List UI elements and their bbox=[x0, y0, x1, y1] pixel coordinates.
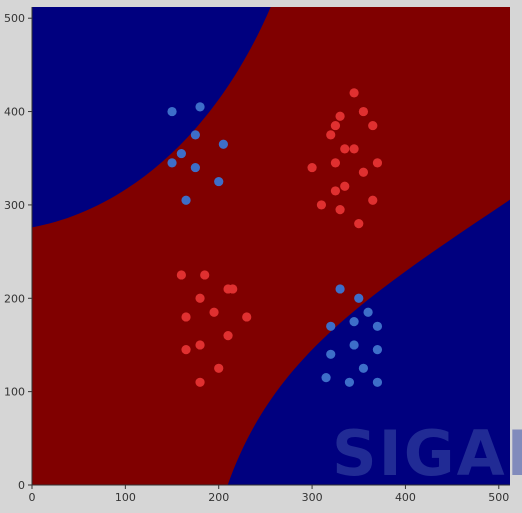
data-point-series2-13 bbox=[349, 317, 359, 327]
data-point-series1-6 bbox=[326, 130, 336, 140]
x-tick-label-200: 200 bbox=[208, 491, 229, 504]
x-tick-label-500: 500 bbox=[488, 491, 509, 504]
watermark-logo: SIGAI bbox=[332, 417, 522, 490]
data-point-series2-12 bbox=[363, 307, 373, 317]
plot-background bbox=[32, 7, 510, 485]
data-point-series2-2 bbox=[195, 102, 205, 112]
y-tick-label-500: 500 bbox=[4, 12, 25, 25]
middle-class-region bbox=[32, 7, 510, 485]
x-tick-label-400: 400 bbox=[395, 491, 416, 504]
data-point-series2-11 bbox=[354, 293, 364, 303]
data-point-series2-22 bbox=[372, 377, 383, 387]
data-point-series2-14 bbox=[326, 321, 336, 331]
data-point-series1-16 bbox=[368, 195, 378, 205]
data-point-series2-7 bbox=[190, 162, 200, 173]
data-point-series1-13 bbox=[340, 181, 350, 191]
y-tick-label-300: 300 bbox=[4, 199, 25, 212]
data-point-series1-12 bbox=[358, 167, 369, 177]
data-point-series1-28 bbox=[195, 340, 205, 350]
data-point-series1-4 bbox=[330, 120, 341, 131]
data-point-series1-7 bbox=[340, 144, 350, 154]
data-point-series1-15 bbox=[316, 200, 327, 210]
data-point-series1-3 bbox=[358, 106, 369, 117]
data-point-series2-9 bbox=[181, 195, 191, 205]
data-point-series2-20 bbox=[321, 373, 331, 383]
data-point-series1-25 bbox=[181, 312, 191, 322]
data-point-series2-3 bbox=[190, 130, 200, 140]
x-tick-label-100: 100 bbox=[115, 491, 136, 504]
data-point-series2-5 bbox=[176, 148, 186, 159]
data-point-series1-14 bbox=[330, 186, 341, 196]
data-point-series1-11 bbox=[372, 158, 383, 168]
data-point-series2-18 bbox=[326, 349, 336, 359]
x-tick-label-300: 300 bbox=[302, 491, 323, 504]
data-point-series1-19 bbox=[176, 270, 186, 280]
data-point-series1-26 bbox=[242, 312, 252, 322]
data-point-series1-9 bbox=[307, 162, 317, 173]
data-point-series2-6 bbox=[167, 158, 177, 168]
data-point-series1-2 bbox=[335, 111, 345, 121]
data-point-series1-29 bbox=[181, 345, 191, 355]
data-point-series2-17 bbox=[372, 345, 383, 355]
data-point-series2-8 bbox=[214, 176, 224, 187]
data-point-series1-30 bbox=[214, 363, 224, 373]
data-point-series1-31 bbox=[195, 377, 205, 387]
data-point-series1-23 bbox=[195, 293, 205, 303]
y-tick-label-400: 400 bbox=[4, 106, 25, 119]
data-point-series1-18 bbox=[354, 218, 364, 229]
data-point-series2-1 bbox=[167, 106, 177, 117]
data-points bbox=[167, 88, 383, 387]
axes: 0 100 200 300 400 500 0 100 200 300 400 500 bbox=[4, 7, 510, 504]
y-tick-label-200: 200 bbox=[4, 292, 25, 305]
data-point-series2-19 bbox=[358, 363, 369, 373]
data-point-series2-4 bbox=[218, 139, 228, 149]
y-tick-label-0: 0 bbox=[18, 479, 25, 492]
data-point-series1-20 bbox=[200, 270, 210, 280]
data-point-series1-8 bbox=[349, 144, 359, 154]
data-point-series1-24 bbox=[209, 307, 219, 317]
data-point-series1-17 bbox=[335, 204, 345, 215]
data-point-series1-10 bbox=[330, 158, 341, 168]
y-tick-label-100: 100 bbox=[4, 386, 25, 399]
data-point-series2-21 bbox=[344, 377, 355, 387]
data-point-series1-5 bbox=[368, 120, 378, 131]
data-point-series2-16 bbox=[349, 340, 359, 350]
data-point-series2-15 bbox=[372, 321, 383, 331]
data-point-series2-10 bbox=[335, 284, 345, 294]
x-tick-label-0: 0 bbox=[29, 491, 36, 504]
data-point-series1-27 bbox=[223, 331, 233, 341]
data-point-series1-22 bbox=[228, 284, 238, 294]
data-point-series1-1 bbox=[349, 88, 359, 98]
